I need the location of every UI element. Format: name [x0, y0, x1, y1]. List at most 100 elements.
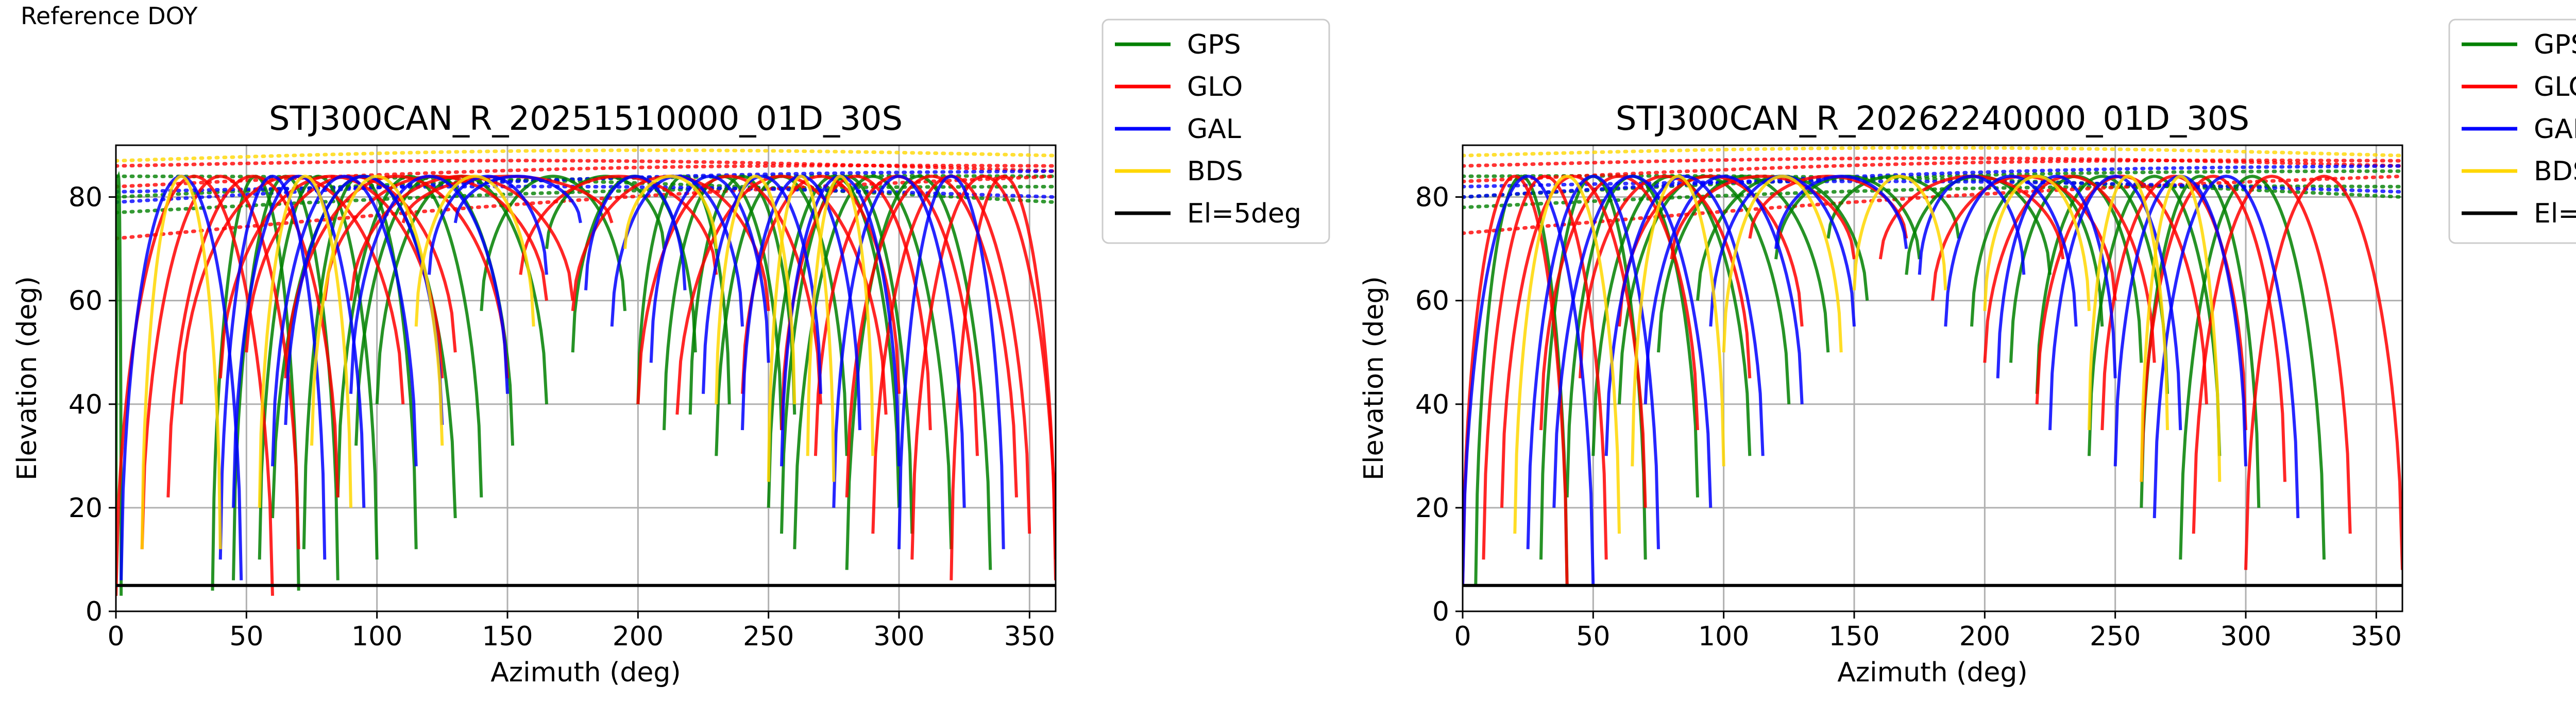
legend-entry: GLO: [2534, 72, 2576, 102]
pass-arc: [584, 175, 687, 290]
legend-entry: GPS: [1187, 29, 1241, 60]
pass-arc: [741, 175, 861, 431]
pass-arc: [1552, 175, 1713, 508]
pass-arc: [2088, 175, 2169, 431]
pass-arc: [2192, 175, 2352, 534]
series-gal: [1463, 175, 2300, 586]
dotted-track-glo: [116, 174, 1056, 241]
pass-arc: [116, 170, 123, 596]
legend-box: [1101, 19, 1330, 244]
pass-arc: [793, 175, 953, 550]
pass-arc: [675, 175, 888, 415]
x-tick-label: 350: [2351, 621, 2402, 652]
x-tick-label: 150: [482, 621, 533, 652]
pass-arc: [349, 175, 509, 394]
legend-entry: GPS: [2534, 29, 2576, 60]
y-axis-label: Elevation (deg): [12, 276, 43, 481]
x-tick-label: 350: [1004, 621, 1055, 652]
plot-frame: [115, 144, 1057, 612]
pass-arc: [767, 175, 836, 482]
y-axis-label: Elevation (deg): [1359, 276, 1389, 481]
pass-arc: [1604, 175, 1765, 456]
y-tick-label: 60: [69, 286, 103, 317]
x-tick-label: 150: [1828, 621, 1879, 652]
chart-left: STJ300CAN_R_20251510000_01D_30S 0 50 100 150…: [12, 19, 1330, 688]
x-tick-label: 300: [873, 621, 924, 652]
series-gps: [1474, 175, 2326, 586]
y-tick-label: 80: [1415, 182, 1449, 213]
pass-arc: [1631, 175, 1725, 467]
pass-arc: [2140, 175, 2261, 508]
x-axis-label: Azimuth (deg): [490, 657, 681, 688]
pass-arc: [116, 175, 274, 596]
x-tick-label: 100: [351, 621, 402, 652]
legend-entry: GAL: [1187, 114, 1241, 145]
pass-arc: [218, 175, 327, 560]
pass-arc: [897, 175, 1005, 550]
y-tick-label: 20: [69, 493, 103, 524]
x-tick-label: 250: [2090, 621, 2141, 652]
grid: [115, 145, 1056, 612]
x-tick-label: 200: [613, 621, 664, 652]
page-title: Reference DOY: [21, 2, 198, 30]
pass-arc: [2048, 175, 2182, 431]
pass-arc: [232, 175, 366, 508]
y-tick-label: 0: [1432, 596, 1449, 627]
y-tick-label: 40: [69, 389, 103, 420]
pass-arc: [519, 175, 718, 275]
pass-arc: [1983, 175, 2156, 363]
pass-arc: [1482, 175, 1608, 560]
legend-entry: BDS: [2534, 156, 2576, 187]
legend-entry: GLO: [1187, 72, 1243, 102]
chart-title: STJ300CAN_R_20251510000_01D_30S: [269, 100, 903, 138]
pass-arc: [1853, 175, 1947, 290]
chart-title: STJ300CAN_R_20262240000_01D_30S: [1616, 100, 2249, 138]
pass-arc: [2153, 175, 2300, 519]
x-tick-label: 50: [1576, 621, 1610, 652]
x-tick-label: 100: [1698, 621, 1749, 652]
legend-box: [2448, 19, 2576, 244]
pass-arc: [310, 175, 444, 446]
pass-arc: [832, 175, 966, 508]
pass-arc: [1500, 175, 1647, 508]
dotted-track-gal: [1463, 164, 2402, 199]
legend-entry: El=5deg: [1187, 198, 1301, 229]
pass-arc: [1474, 175, 1569, 586]
pass-arc: [453, 175, 582, 224]
legend: GPS GLO GAL BDS El=5deg: [1101, 19, 1330, 244]
pass-arc: [1618, 175, 1804, 327]
x-tick-label: 0: [1454, 621, 1471, 652]
pass-arc: [1996, 175, 2117, 379]
plot-frame: [1462, 144, 2403, 612]
series-bds: [140, 175, 875, 550]
plot-area: [1463, 146, 2402, 586]
plot-area: [116, 148, 1056, 596]
pass-arc: [910, 175, 1056, 560]
dotted-track-glo: [1463, 174, 2402, 235]
y-tick-label: 40: [1415, 389, 1449, 420]
pass-arc: [623, 175, 718, 249]
pass-arc: [2244, 175, 2402, 570]
pass-arc: [2140, 175, 2222, 482]
x-tick-label: 200: [1959, 621, 2010, 652]
dotted-track-glo: [1463, 158, 2402, 183]
pass-arc: [284, 175, 509, 379]
pass-arc: [428, 175, 548, 275]
series-bds: [1513, 175, 2222, 534]
pass-arc: [2179, 175, 2326, 560]
y-tick-label: 0: [86, 596, 103, 627]
pass-arc: [1579, 175, 1752, 379]
pass-arc: [258, 175, 352, 508]
x-axis-label: Azimuth (deg): [1837, 657, 2027, 688]
pass-arc: [1539, 175, 1699, 431]
pass-arc: [1463, 175, 1569, 586]
pass-arc: [950, 175, 1056, 580]
chart-right: STJ300CAN_R_20262240000_01D_30S 0 50 100 150…: [1359, 19, 2576, 688]
legend-entry: GAL: [2534, 114, 2576, 145]
y-tick-label: 20: [1415, 493, 1449, 524]
pass-arc: [806, 175, 875, 456]
pass-arc: [271, 175, 418, 467]
x-tick-label: 50: [229, 621, 263, 652]
pass-arc: [741, 175, 901, 394]
pass-arc: [1722, 175, 1843, 353]
